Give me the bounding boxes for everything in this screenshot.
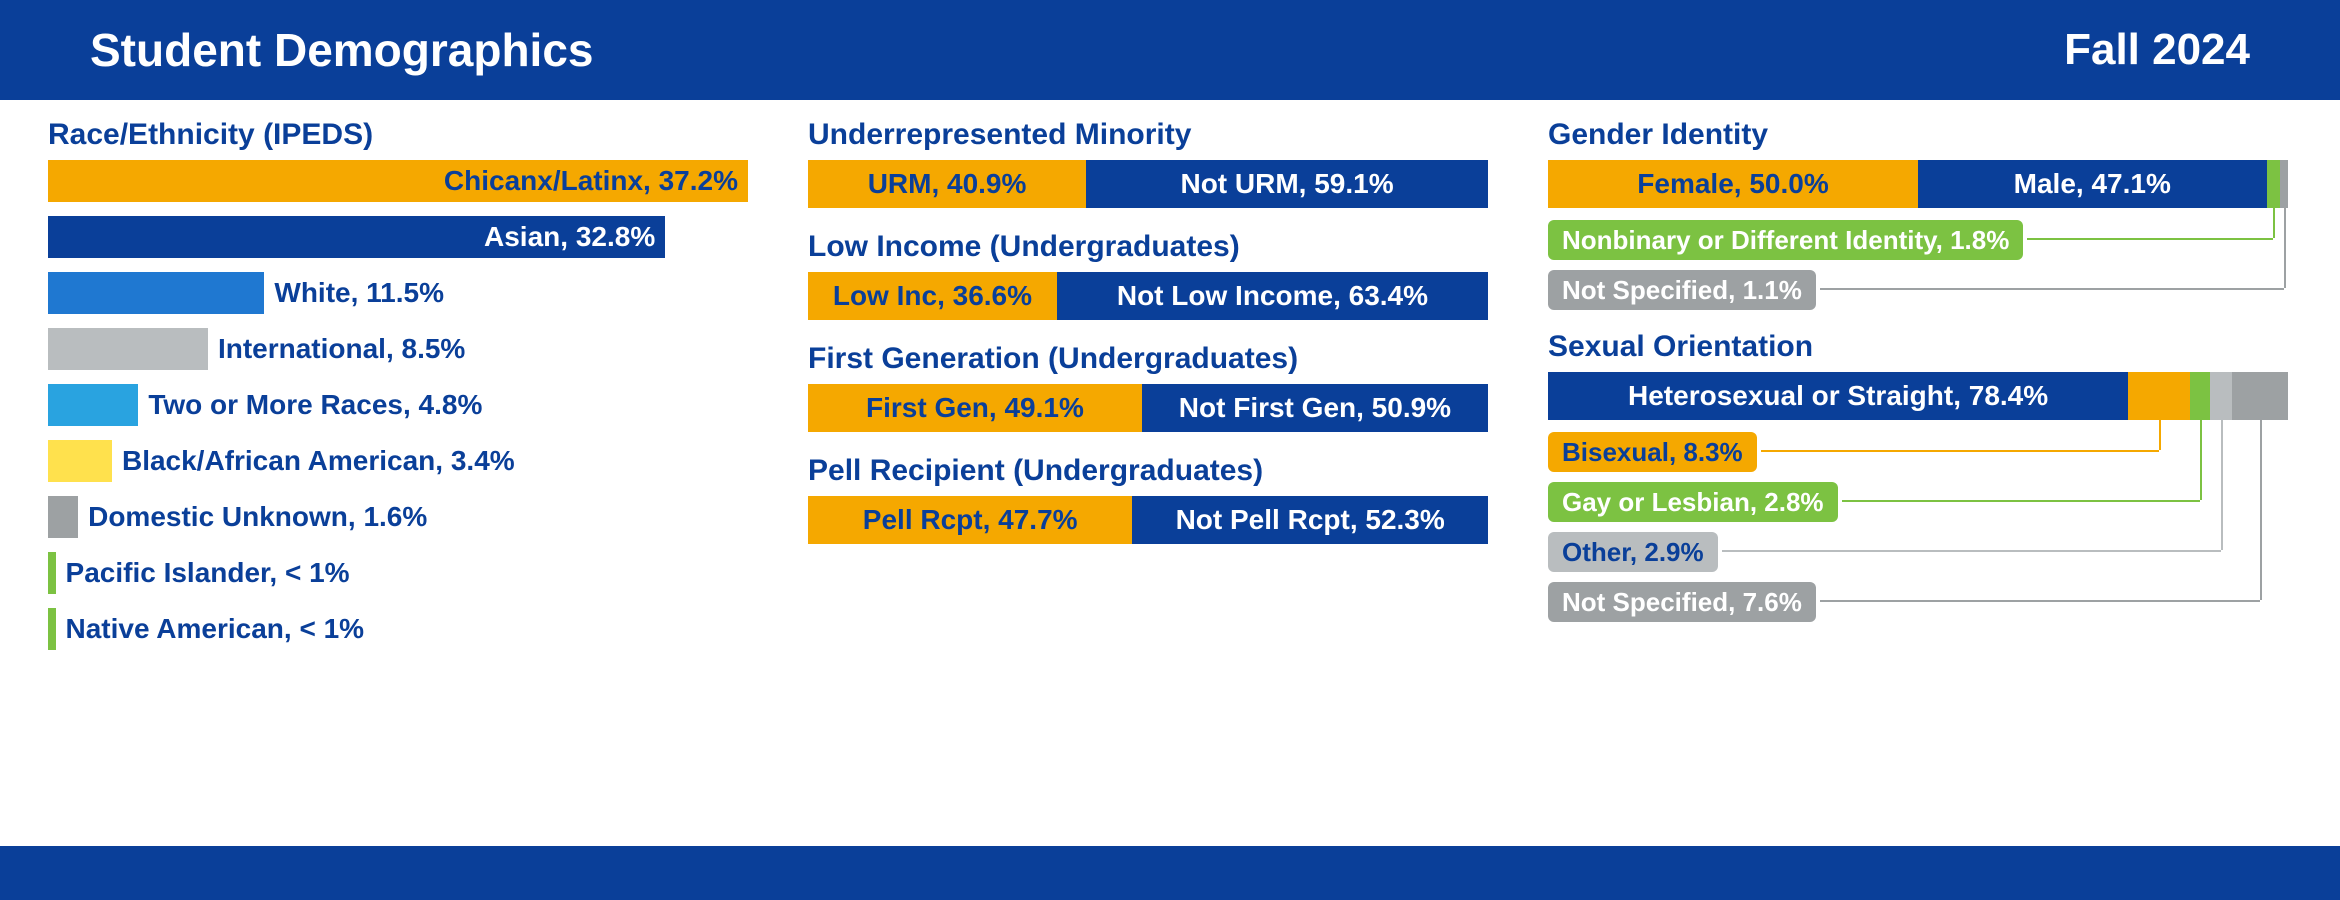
race-bar-row: Two or More Races, 4.8% bbox=[48, 384, 748, 426]
race-title: Race/Ethnicity (IPEDS) bbox=[48, 118, 748, 152]
orientation-block: Sexual Orientation Heterosexual or Straig… bbox=[1548, 330, 2288, 624]
stacked-segment: Female, 50.0% bbox=[1548, 160, 1918, 208]
race-bar-label: Two or More Races, 4.8% bbox=[148, 389, 482, 421]
split-group: Pell Recipient (Undergraduates) Pell Rcpt… bbox=[808, 454, 1488, 544]
split-title: Pell Recipient (Undergraduates) bbox=[808, 454, 1488, 488]
race-bar bbox=[48, 440, 112, 482]
stacked-title: Sexual Orientation bbox=[1548, 330, 2288, 364]
stacked-segment bbox=[2232, 372, 2288, 420]
race-bar-label: Native American, < 1% bbox=[66, 613, 365, 645]
race-bar bbox=[48, 272, 264, 314]
stacked-segment bbox=[2128, 372, 2189, 420]
term-label: Fall 2024 bbox=[2064, 25, 2250, 75]
race-bar-row: Domestic Unknown, 1.6% bbox=[48, 496, 748, 538]
gender-block: Gender Identity Female, 50.0%Male, 47.1% N… bbox=[1548, 118, 2288, 312]
callout-pill: Bisexual, 8.3% bbox=[1548, 432, 1757, 472]
split-segment: Pell Rcpt, 47.7% bbox=[808, 496, 1132, 544]
header-bar: Student Demographics Fall 2024 bbox=[0, 0, 2340, 100]
split-bar: URM, 40.9%Not URM, 59.1% bbox=[808, 160, 1488, 208]
race-bar-label: Asian, 32.8% bbox=[484, 216, 655, 258]
race-bar-row: White, 11.5% bbox=[48, 272, 748, 314]
callout-pill: Nonbinary or Different Identity, 1.8% bbox=[1548, 220, 2023, 260]
split-title: Underrepresented Minority bbox=[808, 118, 1488, 152]
content-area: Race/Ethnicity (IPEDS) Chicanx/Latinx, 3… bbox=[0, 100, 2340, 846]
race-bar bbox=[48, 608, 56, 650]
race-bar-label: Black/African American, 3.4% bbox=[122, 445, 515, 477]
race-bar-label: Chicanx/Latinx, 37.2% bbox=[444, 160, 738, 202]
race-bar-row: Native American, < 1% bbox=[48, 608, 748, 650]
stacked-title: Gender Identity bbox=[1548, 118, 2288, 152]
split-bar: Pell Rcpt, 47.7%Not Pell Rcpt, 52.3% bbox=[808, 496, 1488, 544]
splits-panel: Underrepresented Minority URM, 40.9%Not U… bbox=[808, 118, 1488, 846]
callout-row: Not Specified, 7.6% bbox=[1548, 580, 2288, 624]
split-segment: Low Inc, 36.6% bbox=[808, 272, 1057, 320]
race-bar-label: White, 11.5% bbox=[274, 277, 444, 309]
split-title: First Generation (Undergraduates) bbox=[808, 342, 1488, 376]
race-bar-label: Pacific Islander, < 1% bbox=[66, 557, 350, 589]
stacked-segment: Male, 47.1% bbox=[1918, 160, 2267, 208]
split-group: Low Income (Undergraduates) Low Inc, 36.6… bbox=[808, 230, 1488, 320]
callout-row: Nonbinary or Different Identity, 1.8% bbox=[1548, 218, 2288, 262]
stacked-segment bbox=[2280, 160, 2288, 208]
race-bar bbox=[48, 496, 78, 538]
stacked-wrap: Heterosexual or Straight, 78.4% Bisexual,… bbox=[1548, 372, 2288, 624]
race-bar-label: International, 8.5% bbox=[218, 333, 465, 365]
split-bar: First Gen, 49.1%Not First Gen, 50.9% bbox=[808, 384, 1488, 432]
split-segment: Not First Gen, 50.9% bbox=[1142, 384, 1488, 432]
callout-pill: Gay or Lesbian, 2.8% bbox=[1548, 482, 1838, 522]
footer-bar bbox=[0, 846, 2340, 900]
callout-list: Nonbinary or Different Identity, 1.8% Not… bbox=[1548, 218, 2288, 312]
callout-row: Not Specified, 1.1% bbox=[1548, 268, 2288, 312]
race-bar-row: Asian, 32.8% bbox=[48, 216, 748, 258]
stacked-segment: Heterosexual or Straight, 78.4% bbox=[1548, 372, 2128, 420]
callout-pill: Not Specified, 7.6% bbox=[1548, 582, 1816, 622]
split-group: First Generation (Undergraduates) First G… bbox=[808, 342, 1488, 432]
race-ethnicity-panel: Race/Ethnicity (IPEDS) Chicanx/Latinx, 3… bbox=[48, 118, 748, 846]
stacked-wrap: Female, 50.0%Male, 47.1% Nonbinary or Dif… bbox=[1548, 160, 2288, 312]
callout-row: Bisexual, 8.3% bbox=[1548, 430, 2288, 474]
callout-row: Other, 2.9% bbox=[1548, 530, 2288, 574]
stacked-segment bbox=[2210, 372, 2231, 420]
race-bar bbox=[48, 552, 56, 594]
identity-panel: Gender Identity Female, 50.0%Male, 47.1% N… bbox=[1548, 118, 2288, 846]
callout-row: Gay or Lesbian, 2.8% bbox=[1548, 480, 2288, 524]
split-group: Underrepresented Minority URM, 40.9%Not U… bbox=[808, 118, 1488, 208]
race-bar bbox=[48, 384, 138, 426]
callout-list: Bisexual, 8.3% Gay or Lesbian, 2.8% Other,… bbox=[1548, 430, 2288, 624]
split-segment: URM, 40.9% bbox=[808, 160, 1086, 208]
stacked-bar: Heterosexual or Straight, 78.4% bbox=[1548, 372, 2288, 420]
race-bar bbox=[48, 328, 208, 370]
split-segment: Not Pell Rcpt, 52.3% bbox=[1132, 496, 1488, 544]
race-bar-row: Black/African American, 3.4% bbox=[48, 440, 748, 482]
split-title: Low Income (Undergraduates) bbox=[808, 230, 1488, 264]
page-title: Student Demographics bbox=[90, 23, 594, 77]
race-bar-row: Chicanx/Latinx, 37.2% bbox=[48, 160, 748, 202]
race-bar-row: Pacific Islander, < 1% bbox=[48, 552, 748, 594]
race-bar-list: Chicanx/Latinx, 37.2% Asian, 32.8% White, … bbox=[48, 160, 748, 650]
split-segment: Not URM, 59.1% bbox=[1086, 160, 1488, 208]
callout-pill: Not Specified, 1.1% bbox=[1548, 270, 1816, 310]
race-bar-label: Domestic Unknown, 1.6% bbox=[88, 501, 427, 533]
callout-pill: Other, 2.9% bbox=[1548, 532, 1718, 572]
split-segment: First Gen, 49.1% bbox=[808, 384, 1142, 432]
race-bar-row: International, 8.5% bbox=[48, 328, 748, 370]
stacked-bar: Female, 50.0%Male, 47.1% bbox=[1548, 160, 2288, 208]
split-bar: Low Inc, 36.6%Not Low Income, 63.4% bbox=[808, 272, 1488, 320]
split-segment: Not Low Income, 63.4% bbox=[1057, 272, 1488, 320]
stacked-segment bbox=[2267, 160, 2280, 208]
stacked-segment bbox=[2190, 372, 2211, 420]
